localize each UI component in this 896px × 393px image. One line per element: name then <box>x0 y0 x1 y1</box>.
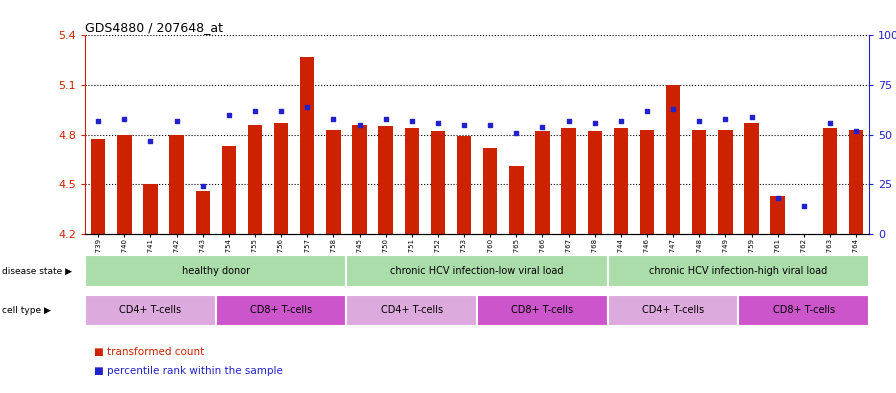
Bar <box>849 130 863 234</box>
Text: ■ percentile rank within the sample: ■ percentile rank within the sample <box>94 366 283 376</box>
Bar <box>85 255 347 287</box>
Point <box>692 118 706 124</box>
Bar <box>91 139 106 234</box>
Text: CD4+ T-cells: CD4+ T-cells <box>119 305 182 316</box>
Bar <box>738 295 869 326</box>
Bar <box>614 128 628 234</box>
Bar <box>216 295 347 326</box>
Bar <box>719 130 733 234</box>
Bar <box>640 130 654 234</box>
Point <box>849 127 863 134</box>
Point <box>457 121 471 128</box>
Point <box>195 183 210 189</box>
Point <box>221 112 236 118</box>
Text: GDS4880 / 207648_at: GDS4880 / 207648_at <box>85 21 223 34</box>
Text: CD4+ T-cells: CD4+ T-cells <box>642 305 704 316</box>
Bar <box>347 295 478 326</box>
Point <box>300 104 314 110</box>
Text: CD8+ T-cells: CD8+ T-cells <box>772 305 835 316</box>
Point <box>352 121 366 128</box>
Bar <box>300 57 314 234</box>
Text: ■ transformed count: ■ transformed count <box>94 347 204 357</box>
Point <box>588 119 602 126</box>
Point <box>614 118 628 124</box>
Point <box>274 108 289 114</box>
Point <box>535 123 549 130</box>
Bar <box>431 131 445 234</box>
Point <box>405 118 419 124</box>
Point <box>378 116 392 122</box>
Point <box>509 129 523 136</box>
Bar <box>117 135 132 234</box>
Point <box>248 108 263 114</box>
Point <box>326 116 340 122</box>
Point <box>143 138 158 144</box>
Text: CD8+ T-cells: CD8+ T-cells <box>250 305 312 316</box>
Point <box>91 118 106 124</box>
Bar <box>378 126 392 234</box>
Point <box>745 114 759 120</box>
Bar <box>535 131 549 234</box>
Point <box>823 119 837 126</box>
Bar <box>405 128 419 234</box>
Text: disease state ▶: disease state ▶ <box>2 267 72 275</box>
Bar <box>169 135 184 234</box>
Bar <box>692 130 706 234</box>
Bar <box>352 125 366 234</box>
Bar <box>195 191 210 234</box>
Bar <box>326 130 340 234</box>
Bar <box>274 123 289 234</box>
Bar <box>248 125 263 234</box>
Bar <box>588 131 602 234</box>
Text: cell type ▶: cell type ▶ <box>2 306 51 315</box>
Bar <box>347 255 607 287</box>
Point <box>666 106 680 112</box>
Bar <box>666 85 680 234</box>
Point <box>562 118 576 124</box>
Point <box>483 121 497 128</box>
Point <box>771 195 785 201</box>
Text: CD4+ T-cells: CD4+ T-cells <box>381 305 443 316</box>
Bar <box>607 255 869 287</box>
Bar <box>143 184 158 234</box>
Text: chronic HCV infection-high viral load: chronic HCV infection-high viral load <box>650 266 828 276</box>
Point <box>117 116 132 122</box>
Text: healthy donor: healthy donor <box>182 266 250 276</box>
Bar <box>823 128 837 234</box>
Bar <box>221 146 236 234</box>
Bar <box>771 196 785 234</box>
Point <box>169 118 184 124</box>
Text: chronic HCV infection-low viral load: chronic HCV infection-low viral load <box>391 266 564 276</box>
Bar <box>457 136 471 234</box>
Bar <box>607 295 738 326</box>
Bar <box>745 123 759 234</box>
Point <box>719 116 733 122</box>
Text: CD8+ T-cells: CD8+ T-cells <box>512 305 573 316</box>
Point <box>431 119 445 126</box>
Bar <box>483 148 497 234</box>
Bar <box>509 166 523 234</box>
Point <box>640 108 654 114</box>
Bar <box>478 295 607 326</box>
Bar <box>562 128 576 234</box>
Point <box>797 203 811 209</box>
Bar <box>85 295 216 326</box>
